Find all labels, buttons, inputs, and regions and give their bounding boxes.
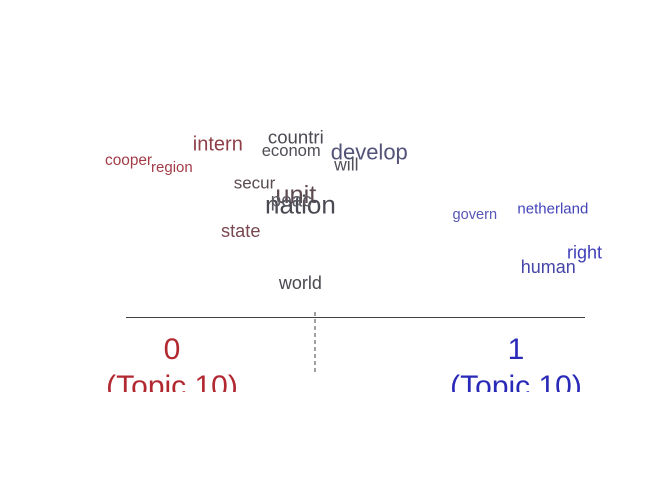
word-world: world	[278, 273, 322, 293]
word-human: human	[521, 257, 576, 277]
word-econom: econom	[262, 141, 321, 160]
pole-value-0: 0	[164, 333, 181, 366]
plot-clip-mask	[0, 392, 672, 480]
word-state: state	[221, 221, 260, 241]
word-netherland: netherland	[517, 201, 588, 218]
word-develop: develop	[331, 140, 408, 165]
word-intern: intern	[193, 134, 243, 156]
word-secur: secur	[234, 173, 276, 192]
word-nation: nation	[265, 190, 336, 220]
word-will: will	[333, 154, 358, 174]
word-right: right	[567, 243, 602, 263]
pole-value-1: 1	[508, 333, 525, 366]
word-unit: unit	[275, 181, 316, 209]
word-govern: govern	[453, 207, 498, 223]
word-cooper: cooper	[105, 152, 152, 169]
word-region: region	[151, 159, 193, 176]
word-countri: countri	[268, 126, 324, 147]
word-peac: peac	[271, 190, 312, 211]
